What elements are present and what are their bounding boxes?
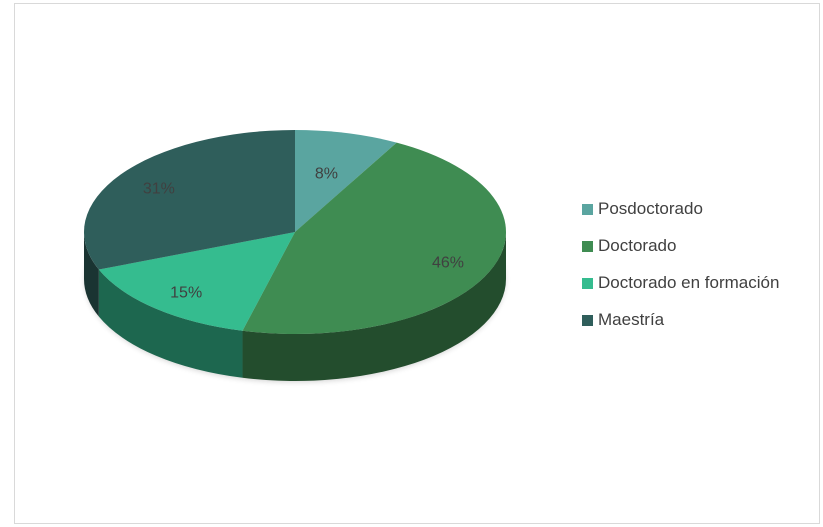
data-label-posdoctorado: 8% [315, 166, 338, 183]
data-label-doctorado-en-formacion: 15% [170, 285, 202, 302]
pie-slice-doctorado-en-formacion [98, 232, 295, 331]
legend-swatch [582, 240, 593, 252]
legend-item-doctorado: Doctorado [582, 235, 779, 257]
legend-label: Doctorado en formación [598, 273, 780, 292]
legend-label: Doctorado [598, 236, 677, 255]
pie-side-doctorado [242, 232, 507, 381]
legend-label: Maestría [598, 310, 665, 329]
legend-item-doctorado-en-formacion: Doctorado en formación [582, 272, 779, 294]
pie-slice-posdoctorado [295, 130, 397, 232]
legend-item-maestria: Maestría [582, 309, 779, 331]
legend-swatch [582, 203, 593, 215]
pie-side-doctorado-en-formacion [98, 269, 243, 378]
data-label-doctorado: 46% [432, 254, 464, 271]
pie-slice-doctorado [242, 142, 507, 334]
pie-slice-maestria [84, 130, 295, 270]
legend-label: Posdoctorado [598, 199, 703, 218]
data-label-maestria: 31% [143, 180, 175, 197]
legend-swatch [582, 314, 593, 326]
legend-item-posdoctorado: Posdoctorado [582, 198, 779, 220]
legend: Posdoctorado Doctorado Doctorado en form… [582, 198, 779, 346]
pie-side-maestria [84, 232, 99, 317]
legend-swatch [582, 277, 593, 289]
